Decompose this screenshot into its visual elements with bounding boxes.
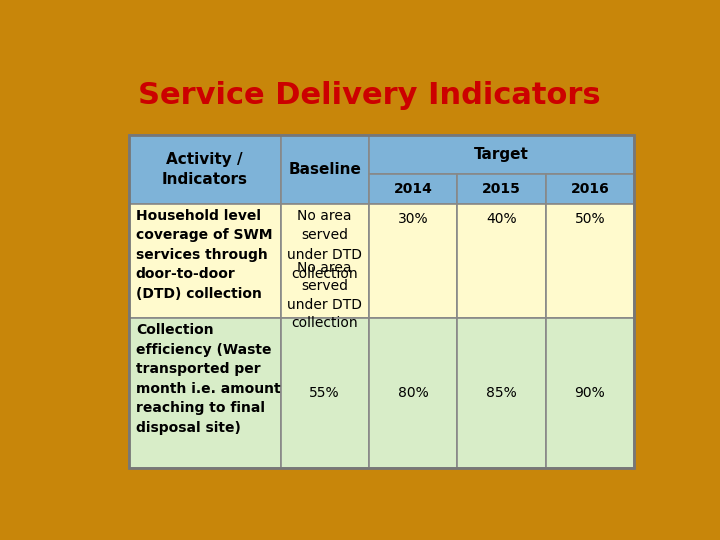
Text: 2015: 2015 [482, 181, 521, 195]
Text: Target: Target [474, 147, 529, 162]
Text: 55%: 55% [310, 386, 340, 400]
Text: Collection
efficiency (Waste
transported per
month i.e. amount
reaching to final: Collection efficiency (Waste transported… [136, 323, 280, 435]
Text: 80%: 80% [397, 386, 428, 400]
Text: 90%: 90% [575, 386, 606, 400]
Text: No area
served
under DTD
collection: No area served under DTD collection [287, 261, 362, 330]
Bar [369, 136, 634, 174]
Bar [129, 136, 634, 468]
Bar [369, 204, 457, 319]
Text: 40%: 40% [486, 212, 517, 226]
Bar [129, 204, 281, 319]
Bar [129, 136, 281, 204]
Text: Household level
coverage of SWM
services through
door-to-door
(DTD) collection: Household level coverage of SWM services… [136, 208, 272, 301]
Bar [457, 204, 546, 319]
Text: 2016: 2016 [570, 181, 609, 195]
Bar [281, 136, 369, 204]
Text: 50%: 50% [575, 212, 606, 226]
Text: Activity /
Indicators: Activity / Indicators [162, 152, 248, 187]
Bar [546, 174, 634, 204]
Text: 30%: 30% [398, 212, 428, 226]
Bar [457, 174, 546, 204]
Text: 2014: 2014 [394, 181, 433, 195]
Text: Service Delivery Indicators: Service Delivery Indicators [138, 82, 600, 111]
Text: No area
served
under DTD
collection: No area served under DTD collection [287, 208, 362, 281]
Bar [129, 319, 281, 468]
Bar [369, 174, 457, 204]
Text: Baseline: Baseline [288, 162, 361, 177]
Bar [457, 319, 546, 468]
Bar [369, 319, 457, 468]
Bar [281, 204, 369, 319]
Bar [546, 204, 634, 319]
Bar [281, 319, 369, 468]
Text: 85%: 85% [486, 386, 517, 400]
Bar [546, 319, 634, 468]
